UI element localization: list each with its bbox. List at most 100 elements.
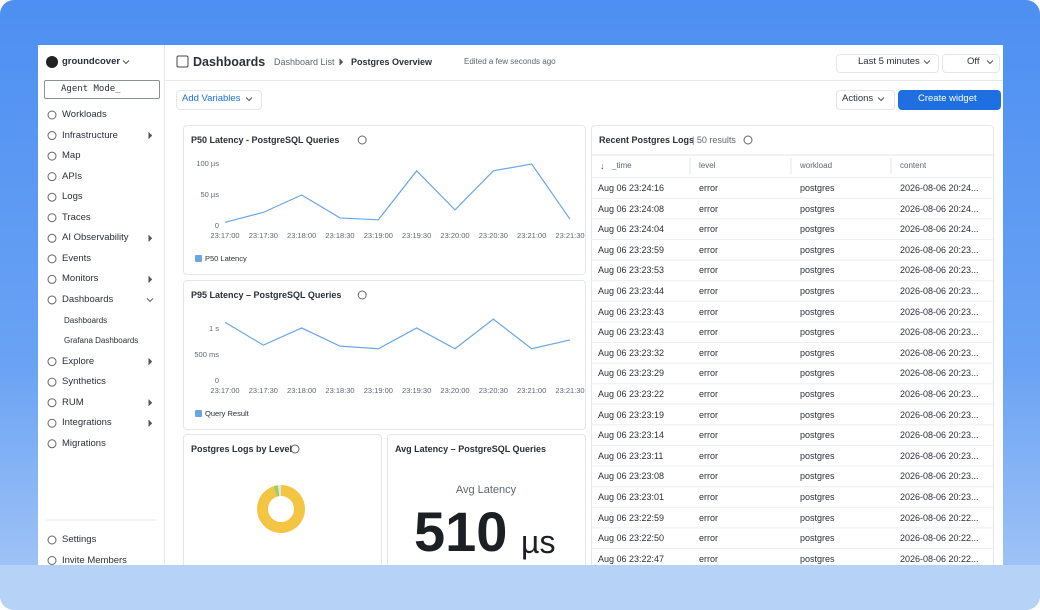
nav-item[interactable]: Traces — [62, 211, 91, 223]
chevron — [148, 132, 153, 139]
nav-item[interactable]: Migrations — [62, 437, 106, 449]
nav-item[interactable]: Events — [62, 252, 92, 264]
table-cell: error — [699, 224, 719, 235]
time-range-button[interactable] — [836, 54, 939, 73]
table-cell: 2026-08-06 20:24... — [900, 224, 979, 235]
nav-item[interactable]: Workloads — [62, 109, 107, 120]
column-header[interactable]: workload — [800, 161, 833, 170]
widget-title: Postgres Logs by Level — [191, 444, 293, 454]
table-cell: 2026-08-06 20:23... — [900, 265, 979, 276]
table-cell: postgres — [800, 492, 835, 502]
table-cell: error — [699, 553, 719, 564]
table-cell: Aug 06 23:23:19 — [598, 409, 665, 420]
table-cell: 2026-08-06 20:23... — [900, 286, 979, 296]
table-cell: 2026-08-06 20:23... — [900, 347, 979, 358]
y-tick-label: 100 µs — [196, 159, 219, 168]
table-cell: error — [699, 533, 719, 544]
line-series — [224, 318, 571, 350]
x-tick-label: 23:19:00 — [363, 231, 393, 240]
nav-icon — [47, 439, 57, 449]
x-tick-label: 23:18:30 — [325, 231, 355, 240]
table-cell: postgres — [800, 183, 835, 193]
footer-nav-item[interactable]: Invite Members — [62, 554, 127, 566]
nav-item[interactable]: Logs — [62, 191, 83, 203]
table-cell: postgres — [800, 347, 835, 358]
nav-item[interactable]: RUM — [62, 396, 84, 408]
add-variables[interactable]: Add Variables — [182, 93, 241, 104]
nav-item[interactable]: Map — [62, 150, 81, 162]
table-cell: 2026-08-06 20:23... — [900, 430, 979, 441]
agent-mode-box[interactable] — [44, 80, 160, 99]
footer-nav-item[interactable]: Settings — [62, 534, 97, 545]
table-cell: postgres — [800, 512, 835, 523]
chevron — [923, 60, 931, 65]
table-cell: postgres — [800, 471, 835, 482]
table-cell: error — [699, 450, 719, 461]
bottom-strip — [0, 565, 1040, 610]
table-cell: postgres — [800, 430, 835, 441]
table-cell: Aug 06 23:22:59 — [598, 512, 665, 523]
x-tick-label: 23:19:30 — [402, 231, 432, 240]
legend-swatch — [195, 255, 202, 262]
table-cell: error — [699, 389, 719, 399]
table-cell: Aug 06 23:24:04 — [598, 224, 665, 235]
chevron — [339, 58, 344, 66]
brand-logo — [46, 56, 58, 68]
table-cell: 2026-08-06 20:22... — [900, 512, 979, 523]
chevron — [986, 60, 994, 65]
widget-title: Recent Postgres Logs — [599, 135, 695, 145]
create-widget[interactable]: Create widget — [918, 93, 977, 104]
add-variables-button[interactable] — [176, 90, 262, 110]
column-header[interactable]: level — [699, 161, 716, 170]
table-cell: error — [699, 265, 719, 276]
refresh-button[interactable] — [942, 54, 1000, 73]
nav-item[interactable]: Integrations — [62, 417, 112, 429]
table-cell: Aug 06 23:23:44 — [598, 286, 665, 296]
nav-icon — [47, 110, 57, 120]
logs-by-level-panel — [183, 434, 382, 576]
nav-item[interactable]: Monitors — [62, 273, 99, 285]
chevron — [148, 234, 153, 242]
table-cell: Aug 06 23:23:11 — [598, 450, 664, 461]
table-cell: Aug 06 23:24:16 — [598, 183, 665, 193]
widget-title: P50 Latency - PostgreSQL Queries — [191, 135, 340, 145]
stat-unit: µs — [521, 524, 556, 560]
nav-item[interactable]: APIs — [62, 170, 83, 182]
table-cell: error — [699, 327, 719, 338]
donut-segment — [257, 485, 306, 534]
x-tick-label: 23:18:00 — [287, 386, 317, 395]
agent-mode[interactable]: Agent Mode_ — [61, 84, 121, 94]
table-cell: postgres — [800, 286, 835, 296]
table-cell: Aug 06 23:23:08 — [598, 471, 665, 482]
sidebar — [38, 45, 165, 565]
x-tick-label: 23:18:30 — [325, 386, 355, 395]
nav-subitem[interactable]: Dashboards — [64, 315, 108, 325]
nav-item[interactable]: Dashboards — [62, 293, 114, 305]
p50-panel — [183, 125, 586, 275]
table-cell: 2026-08-06 20:22... — [900, 553, 979, 564]
nav-item[interactable]: AI Observability — [62, 232, 129, 244]
legend-label: P50 Latency — [205, 254, 247, 263]
chevron — [148, 358, 153, 365]
breadcrumb[interactable]: Dashboard List — [274, 57, 335, 67]
nav-item[interactable]: Explore — [62, 355, 95, 367]
column-header[interactable]: _time — [612, 161, 632, 170]
column-header[interactable]: content — [900, 161, 927, 170]
actions-button[interactable] — [836, 90, 895, 110]
table-cell: 2026-08-06 20:23... — [900, 244, 979, 255]
page-title: Dashboards — [193, 55, 266, 69]
table-cell: error — [699, 306, 719, 317]
nav-item[interactable]: Synthetics — [62, 376, 106, 388]
table-cell: Aug 06 23:23:43 — [598, 327, 665, 338]
actions[interactable]: Actions — [842, 93, 874, 104]
nav-icon — [47, 535, 57, 545]
nav-subitem[interactable]: Grafana Dashboards — [64, 336, 139, 346]
chevron — [122, 60, 130, 65]
nav-item[interactable]: Infrastructure — [62, 129, 118, 141]
create-widget-button[interactable] — [898, 90, 1001, 110]
table-cell: postgres — [800, 224, 835, 235]
refresh[interactable]: Off — [967, 56, 980, 67]
y-tick-label: 0 — [214, 221, 219, 230]
table-cell: error — [699, 244, 719, 255]
time-range[interactable]: Last 5 minutes — [858, 56, 920, 67]
